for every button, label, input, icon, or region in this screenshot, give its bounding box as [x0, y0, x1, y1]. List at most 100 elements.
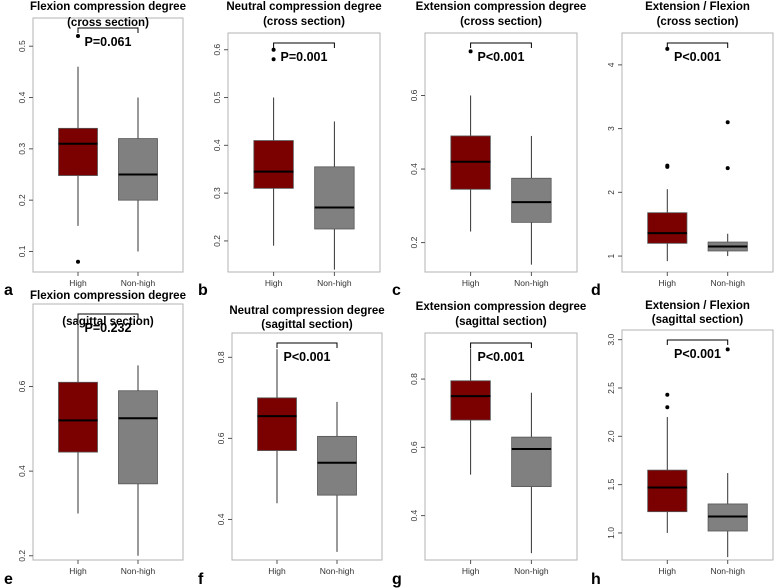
- chart-title: (cross section): [263, 16, 345, 28]
- panel-letter: f: [198, 571, 204, 588]
- chart-title: Flexion compression degree: [30, 290, 186, 302]
- box-body: [450, 380, 491, 421]
- x-category-label: Non-high: [710, 566, 745, 576]
- plot-frame: [424, 332, 578, 561]
- chart-title: (sagittal section): [455, 316, 547, 328]
- panel-letter: g: [392, 571, 402, 588]
- x-category-label: Non-high: [320, 566, 355, 576]
- panel-letter: b: [198, 282, 208, 299]
- box-body: [118, 390, 158, 485]
- box-non-high: [118, 365, 158, 556]
- y-tick-label: 0.8: [409, 373, 419, 385]
- y-tick-label: 0.4: [17, 465, 27, 477]
- y-tick-label: 3: [606, 126, 616, 131]
- x-category-label: Non-high: [710, 278, 745, 288]
- box-body: [58, 381, 98, 453]
- panel-letter: h: [591, 571, 601, 588]
- outlier-point: [665, 46, 670, 51]
- chart-title: Neutral compression degree: [229, 305, 384, 317]
- significance-bracket: [77, 313, 139, 319]
- box-high: [450, 49, 491, 232]
- chart-title: (cross section): [657, 16, 739, 28]
- panel-g: Extension compression degree (sagittal se…: [392, 301, 586, 588]
- x-category-label: Non-high: [121, 278, 156, 288]
- box-non-high: [118, 97, 158, 252]
- box-high: [647, 392, 688, 533]
- y-tick-label: 4: [606, 62, 616, 67]
- outlier-point: [725, 120, 730, 125]
- y-tick-label: 0.4: [212, 139, 222, 151]
- chart-title: Extension / Flexion: [645, 300, 750, 312]
- box-non-high: [707, 120, 748, 257]
- box-body: [257, 397, 297, 451]
- x-category-label: High: [462, 566, 480, 576]
- panel-letter: e: [4, 571, 13, 588]
- outlier-point: [665, 164, 670, 169]
- box-non-high: [317, 401, 357, 552]
- chart-title: Neutral compression degree: [226, 1, 381, 13]
- y-tick-label: 0.3: [17, 143, 27, 155]
- x-category-label: Non-high: [121, 566, 156, 576]
- plot-frame: [231, 332, 383, 561]
- box-body: [314, 166, 355, 230]
- y-tick-label: 0.3: [212, 187, 222, 199]
- box-non-high: [511, 392, 552, 554]
- plot-frame: [227, 32, 381, 273]
- y-tick-label: 1.0: [606, 527, 616, 539]
- y-tick-label: 0.6: [409, 89, 419, 101]
- x-category-label: High: [659, 566, 677, 576]
- y-tick-label: 0.4: [409, 163, 419, 175]
- y-tick-label: 0.6: [17, 380, 27, 392]
- y-tick-label: 0.8: [216, 351, 226, 363]
- significance-bracket: [470, 42, 532, 48]
- y-tick-label: 0.2: [17, 194, 27, 206]
- p-value-label: P=0.001: [281, 50, 328, 64]
- x-category-label: Non-high: [514, 566, 549, 576]
- x-category-label: Non-high: [317, 278, 352, 288]
- outlier-point: [665, 405, 670, 410]
- box-body: [511, 177, 552, 223]
- y-tick-label: 1: [606, 253, 616, 258]
- x-category-label: High: [265, 278, 283, 288]
- panel-letter: d: [591, 282, 601, 299]
- box-high: [257, 349, 297, 504]
- y-tick-label: 2.5: [606, 382, 616, 394]
- plot-frame: [621, 32, 774, 273]
- y-tick-label: 0.2: [17, 550, 27, 562]
- box-non-high: [511, 135, 552, 265]
- x-category-label: High: [69, 566, 87, 576]
- plot-frame: [32, 303, 184, 561]
- significance-bracket: [77, 27, 139, 33]
- panel-b: Neutral compression degree (cross section…: [198, 1, 382, 299]
- box-high: [58, 33, 98, 264]
- panel-d: Extension / Flexion (cross section) 1 2 3 4 Hi…: [591, 1, 774, 299]
- outlier-point: [725, 166, 730, 171]
- box-body: [647, 469, 688, 513]
- y-tick-label: 0.6: [216, 432, 226, 444]
- outlier-point: [725, 347, 730, 352]
- y-tick-label: 3.0: [606, 333, 616, 345]
- box-high: [58, 318, 98, 514]
- chart-title: Extension / Flexion: [645, 1, 750, 13]
- panel-e: Flexion compression degree (sagittal sect…: [4, 290, 186, 588]
- box-body: [253, 140, 294, 189]
- panel-c: Extension compression degree (cross secti…: [392, 1, 586, 299]
- y-tick-label: 1.5: [606, 478, 616, 490]
- p-value-label: P=0.061: [85, 35, 132, 49]
- outlier-point: [468, 49, 473, 54]
- significance-bracket: [276, 342, 338, 348]
- significance-bracket: [666, 339, 729, 345]
- chart-title: Extension compression degree: [416, 301, 587, 313]
- chart-title: (sagittal section): [652, 314, 744, 326]
- outlier-point: [76, 33, 80, 38]
- y-tick-label: 0.5: [17, 40, 27, 52]
- y-tick-label: 0.4: [216, 513, 226, 525]
- box-non-high: [314, 121, 355, 270]
- chart-title: Extension compression degree: [416, 1, 587, 13]
- y-tick-label: 0.2: [212, 235, 222, 247]
- x-category-label: Non-high: [514, 278, 549, 288]
- plot-frame: [621, 329, 774, 561]
- outlier-point: [271, 47, 276, 52]
- chart-title: (sagittal section): [261, 319, 353, 331]
